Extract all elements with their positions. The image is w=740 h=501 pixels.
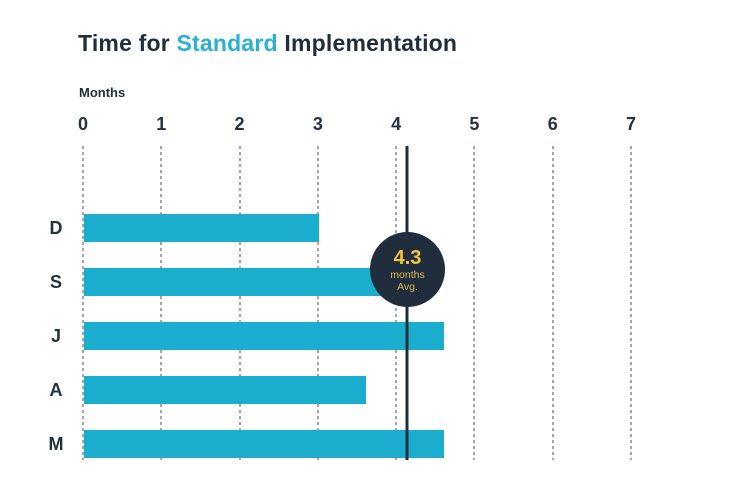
bar-J: [84, 322, 445, 351]
gridline: [82, 146, 84, 460]
gridline: [551, 146, 554, 460]
y-axis-label-M: M: [48, 434, 64, 455]
gridline: [630, 146, 632, 460]
x-tick-label: 7: [625, 114, 637, 134]
x-tick-label: 4: [391, 114, 402, 134]
x-axis-label: Months: [79, 85, 126, 100]
bar-S: [84, 268, 413, 297]
x-tick-label: 5: [469, 114, 480, 134]
average-value: 4.3: [393, 246, 422, 269]
plot-area: [82, 146, 632, 460]
gridline: [238, 146, 241, 460]
y-axis-label-J: J: [50, 326, 61, 347]
average-badge: 4.3 months Avg.: [370, 232, 445, 307]
title-prefix: Time for: [78, 30, 177, 56]
x-tick-label: 1: [156, 114, 167, 134]
gridline: [473, 146, 476, 460]
y-axis-label-A: A: [49, 380, 63, 401]
gridline: [316, 146, 319, 460]
x-tick-label: 2: [234, 114, 245, 134]
y-axis-label-D: D: [49, 218, 63, 238]
bar-A: [84, 376, 366, 405]
title-suffix: Implementation: [277, 30, 458, 56]
x-tick-label: 0: [77, 114, 89, 134]
chart-title: Time for Standard Implementation: [78, 30, 457, 57]
x-tick-label: 6: [547, 114, 558, 134]
bar-D: [84, 214, 319, 242]
y-axis-label-S: S: [49, 272, 62, 293]
title-highlight: Standard: [176, 30, 278, 56]
average-unit: months: [390, 268, 425, 281]
bar-M: [84, 430, 445, 459]
x-tick-label: 3: [312, 114, 323, 134]
gridline: [160, 146, 163, 460]
average-caption: Avg.: [397, 280, 418, 293]
